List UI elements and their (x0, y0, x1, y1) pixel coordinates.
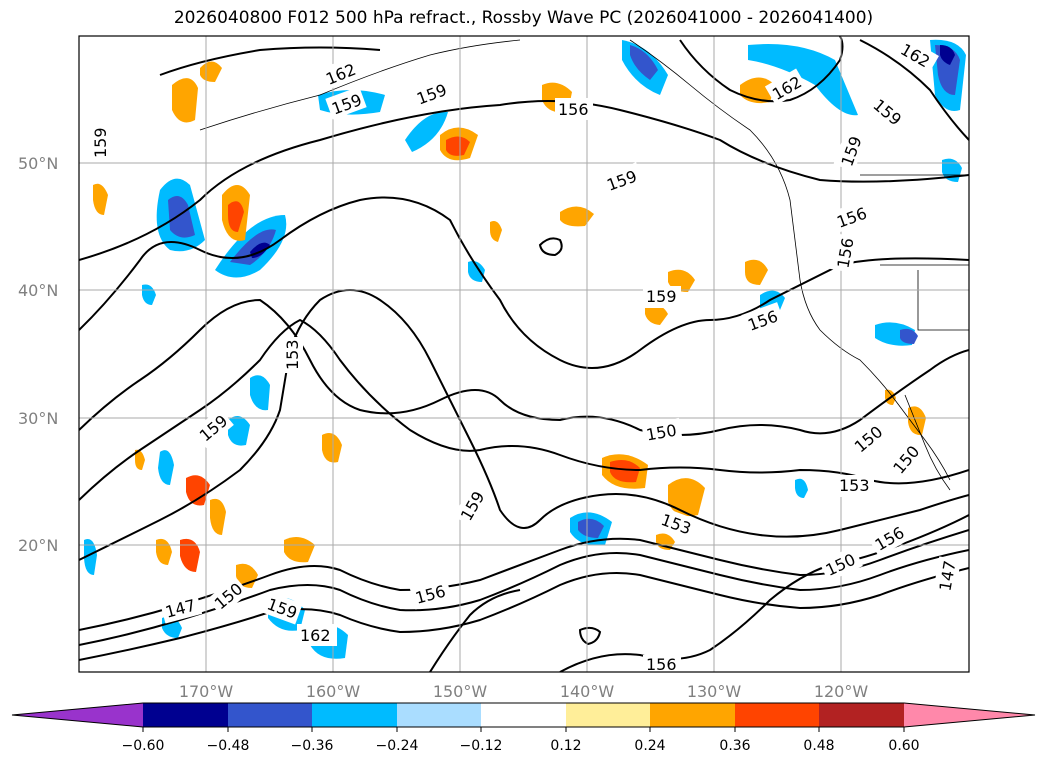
pos-anomaly-patch (284, 536, 315, 563)
lon-label: 140°W (560, 682, 615, 701)
map-panel (79, 36, 969, 672)
colorbar-tick-label: 0.48 (803, 738, 834, 754)
neg-anomaly-patch (468, 261, 485, 282)
neg-anomaly-patch (158, 450, 174, 485)
colorbar-segment (650, 703, 735, 727)
pos-anomaly-patch (228, 201, 244, 232)
colorbar-tick-label: 0.12 (550, 738, 581, 754)
pos-anomaly-patch (560, 206, 594, 227)
colorbar-tick-label: 0.36 (719, 738, 750, 754)
pos-anomaly-patch (745, 259, 768, 285)
canada-coast (629, 39, 801, 281)
lat-label: 20°N (18, 536, 58, 555)
neg-anomaly-patch (900, 328, 918, 344)
alaska-coast (199, 39, 521, 131)
map-title: 2026040800 F012 500 hPa refract., Rossby… (173, 8, 874, 28)
colorbar-max-extension (904, 703, 1035, 727)
lon-label: 170°W (179, 682, 234, 701)
lat-label: 50°N (18, 154, 58, 173)
contour-label: 153 (283, 339, 302, 370)
lon-label: 150°W (433, 682, 488, 701)
contour-label: 156 (646, 655, 677, 674)
graticule (79, 36, 969, 672)
longitude-labels: 170°W 160°W 150°W 140°W 130°W 120°W (179, 682, 869, 701)
pos-anomaly-patch (322, 432, 342, 463)
neg-anomaly-patch (230, 229, 276, 265)
neg-anomaly-patch (84, 539, 97, 575)
pos-anomaly-patch (180, 538, 200, 572)
pos-anomaly-patch (93, 183, 108, 215)
coastlines (199, 39, 969, 491)
colorbar-segment (481, 703, 566, 727)
pos-anomaly-patch (172, 78, 198, 123)
lon-label: 160°W (306, 682, 361, 701)
contour-label: 156 (558, 100, 589, 119)
anomaly-shading (84, 39, 966, 659)
pos-anomaly-patch (186, 475, 210, 506)
us-west-coast (799, 279, 951, 481)
lon-label: 120°W (814, 682, 869, 701)
colorbar-segment (566, 703, 650, 727)
colorbar-segment (228, 703, 312, 727)
pos-anomaly-patch (446, 136, 470, 156)
colorbar-min-extension (12, 703, 143, 727)
neg-anomaly-patch (795, 478, 808, 498)
colorbar-tick-label: −0.60 (122, 738, 165, 754)
lon-label: 130°W (687, 682, 742, 701)
neg-anomaly-patch (630, 45, 658, 80)
colorbar-tick-label: −0.12 (460, 738, 503, 754)
pos-anomaly-patch (210, 498, 226, 535)
colorbar-tick-label: −0.24 (376, 738, 419, 754)
colorbar-segment (312, 703, 397, 727)
colorbar-tick-label: 0.24 (634, 738, 665, 754)
lat-label: 40°N (18, 281, 58, 300)
pos-anomaly-patch (645, 303, 668, 325)
pos-anomaly-patch (610, 460, 640, 483)
colorbar-tick-label: −0.36 (291, 738, 334, 754)
colorbar: −0.60 −0.48 −0.36 −0.24 −0.12 0.12 0.24 … (11, 702, 1036, 754)
colorbar-tick-label: 0.60 (888, 738, 919, 754)
colorbar-segment (819, 703, 904, 727)
neg-anomaly-patch (250, 375, 270, 411)
neg-anomaly-patch (405, 111, 448, 152)
contour-lines (79, 36, 969, 672)
contour-label: 159 (646, 287, 677, 306)
pos-anomaly-patch (135, 449, 145, 470)
neg-anomaly-patch (228, 416, 250, 446)
contour-label: 153 (839, 476, 870, 495)
pos-anomaly-patch (668, 478, 705, 517)
neg-anomaly-patch (748, 44, 858, 116)
colorbar-segment (143, 703, 228, 727)
colorbar-segment (735, 703, 819, 727)
contour-label: 162 (300, 626, 331, 645)
contour-label: 159 (91, 127, 110, 158)
neg-anomaly-patch (578, 518, 604, 538)
latitude-labels: 50°N 40°N 30°N 20°N (18, 154, 58, 555)
map-frame (78, 35, 970, 673)
lat-label: 30°N (18, 409, 58, 428)
colorbar-segment (397, 703, 481, 727)
neg-anomaly-patch (940, 45, 955, 65)
neg-anomaly-patch (168, 196, 195, 238)
colorbar-tick-label: −0.48 (207, 738, 250, 754)
pos-anomaly-patch (490, 221, 502, 242)
